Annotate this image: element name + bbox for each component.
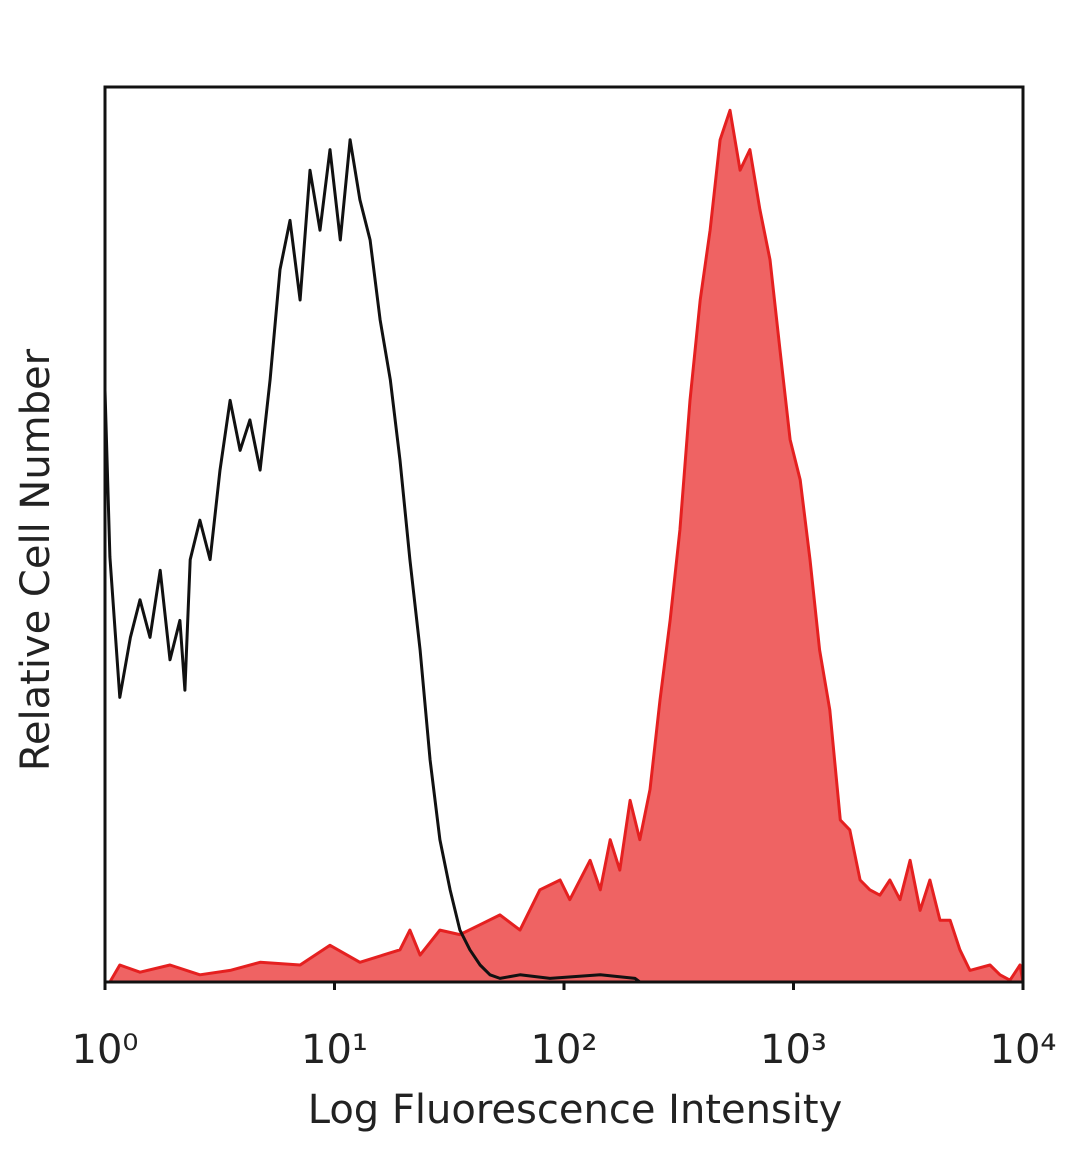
x-tick-label: 10⁰	[72, 1027, 139, 1073]
x-tick-label: 10⁴	[990, 1027, 1057, 1073]
x-tick-label: 10¹	[301, 1027, 368, 1073]
line	[103, 138, 641, 984]
area	[108, 108, 1025, 984]
plot-frame	[103, 85, 1025, 984]
x-axis-title: Log Fluorescence Intensity	[308, 1087, 843, 1133]
x-tick-label: 10³	[760, 1027, 827, 1073]
x-tick-label: 10²	[531, 1027, 598, 1073]
y-axis-title: Relative Cell Number	[13, 348, 59, 771]
